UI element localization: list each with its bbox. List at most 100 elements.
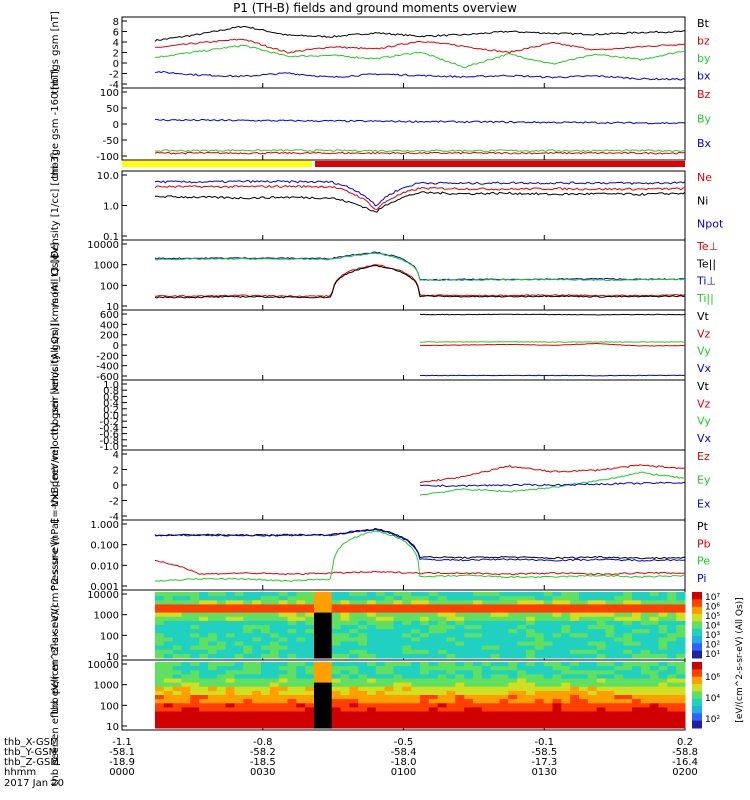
x-row-value-thb_Z-GSM: -18.5 [250, 757, 276, 768]
x-row-value-hhmm: 0030 [250, 767, 275, 778]
y-tick-label-temp: 100 [100, 281, 119, 292]
x-row-name-hhmm: hhmm [4, 767, 36, 778]
legend-density-Ni: Ni [697, 194, 708, 207]
series-line-temp-Ti⊥ [154, 251, 686, 281]
y-tick-label-fge: -100 [96, 152, 119, 163]
series-line-fgs-Bt [154, 25, 686, 42]
legend-temp-Te⊥: Te⊥ [696, 240, 718, 253]
y-tick-label-fgs: -4 [109, 80, 119, 91]
y-tick-label-temp: 10 [106, 302, 119, 313]
panel-frame-peer_vel [121, 379, 686, 451]
y-tick-label-fgs: -2 [109, 70, 119, 81]
legend-fge-By: By [697, 112, 712, 125]
x-row-value-thb_Z-GSM: -18.0 [391, 757, 417, 768]
page-title: P1 (TH-B) fields and ground moments over… [233, 1, 517, 15]
y-tick-label-peer_eflux: 10 [106, 722, 119, 733]
x-row-value-thb_Y-GSM: -58.5 [531, 747, 557, 758]
legend-density-Npot: Npot [697, 218, 724, 231]
legend-fgs-Bt: Bt [697, 17, 710, 30]
colorbar-tick-top: 10⁶ [705, 603, 720, 613]
y-tick-label-efield: 0 [113, 481, 119, 492]
x-row-name-thb_Z-GSM: thb_Z-GSM [4, 757, 59, 768]
y-tick-label-peir_vel: 600 [100, 310, 119, 321]
x-row-value-thb_Z-GSM: -17.3 [531, 757, 557, 768]
y-tick-label-fgs: 2 [113, 49, 119, 60]
x-row-value-thb_X-GSM: 0.2 [677, 737, 693, 748]
panel-frame-density [121, 170, 686, 241]
x-row-value-thb_X-GSM: -1.1 [112, 737, 132, 748]
x-row-value-hhmm: 0000 [109, 767, 134, 778]
legend-peer_vel-Vt: Vt [697, 380, 710, 393]
series-line-fgs-by [154, 44, 686, 69]
series-line-density-Ne [154, 184, 686, 210]
y-tick-label-density: 10.0 [97, 171, 119, 182]
y-axis-label-fgs: thb fgs gsm [nT] [50, 11, 61, 94]
y-tick-label-pressure: 1.000 [90, 520, 119, 531]
y-axis-label-peer_eflux: thb peer en eflux eV/(cm^2-s-sr-eV) [50, 604, 61, 785]
y-tick-label-peir_eflux: 10000 [87, 590, 119, 601]
legend-fge-Bz: Bz [697, 88, 711, 101]
panel-frame-pressure [121, 519, 686, 591]
legend-fgs-by: by [697, 52, 711, 65]
y-tick-label-efield: 4 [113, 450, 119, 461]
series-line-efield-Ey [419, 471, 686, 496]
y-tick-label-peer_eflux: 1000 [94, 681, 119, 692]
panel-frame-peir_vel [121, 309, 686, 381]
y-tick-label-peer_vel: -1.0 [99, 442, 119, 453]
y-tick-label-pressure: 0.001 [90, 582, 119, 593]
x-date-label: 2017 Jan 20 [4, 778, 64, 789]
series-line-pressure-Pe [154, 530, 686, 583]
legend-peer_vel-Vx: Vx [697, 432, 712, 445]
y-axis-label-density: Density [1/cc] [cm-3] [50, 152, 61, 258]
y-axis-label-temp: mom_t3 [eV] [50, 242, 61, 307]
y-tick-label-pressure: 0.100 [90, 541, 119, 552]
legend-pressure-Pb: Pb [697, 537, 711, 550]
x-row-value-thb_Y-GSM: -58.8 [672, 747, 698, 758]
colorbar-tick-top: 10¹ [705, 650, 720, 660]
legend-peir_vel-Vt: Vt [697, 310, 710, 323]
y-tick-label-density: 1.0 [103, 202, 119, 213]
y-tick-label-efield: -4 [109, 512, 119, 523]
legend-peir_vel-Vy: Vy [697, 345, 711, 358]
colorbar-label: [eV/(cm^2-s-sr-eV) (All Qs)] [735, 597, 745, 722]
y-tick-label-peir_eflux: 100 [100, 631, 119, 642]
y-tick-label-peer_vel: -0.2 [99, 417, 119, 428]
y-tick-label-peer_eflux: 100 [100, 701, 119, 712]
colorbar-tick-bottom: 10² [705, 715, 720, 725]
legend-efield-Ey: Ey [697, 474, 711, 487]
y-tick-label-peir_vel: 200 [100, 331, 119, 342]
series-line-peir_vel-Vz [419, 343, 686, 347]
series-line-peir_vel-Vt [419, 313, 686, 316]
colorbar-tick-bottom: 10⁶ [705, 673, 720, 683]
y-tick-label-efield: -2 [109, 497, 119, 508]
panel-frame-efield [121, 449, 686, 521]
series-line-fgs-bz [155, 38, 686, 54]
colorbar-tick-top: 10⁷ [705, 593, 720, 603]
y-tick-label-efield: 2 [113, 466, 119, 477]
legend-efield-Ex: Ex [697, 497, 711, 510]
y-axis-label-efield: E=-VxB [mV/m] [50, 446, 61, 524]
y-axis-label-peir_vel: thb peir velocity gsm [km/s (All Qs)] [50, 255, 61, 436]
series-line-peir_vel-Vx [419, 374, 685, 377]
legend-density-Ne: Ne [697, 171, 712, 184]
y-tick-label-peer_vel: 0.6 [103, 392, 119, 403]
series-line-peir_vel-Vy [419, 341, 686, 343]
y-tick-label-peir_eflux: 1000 [94, 611, 119, 622]
series-line-fge-Bz [154, 151, 686, 155]
y-axis-label-peir_eflux: thb peir en eflux eV/(cm^2-s-sr-eV) [50, 536, 61, 714]
series-line-pressure-Pi [154, 528, 686, 562]
y-tick-label-peer_vel: 0.2 [103, 405, 119, 416]
colorbar-tick-top: 10⁴ [705, 622, 720, 632]
y-tick-label-peer_eflux: 10000 [87, 660, 119, 671]
colorbar-top [692, 592, 702, 659]
y-tick-label-fge: 50 [106, 104, 119, 115]
y-tick-label-fgs: 8 [113, 17, 119, 28]
y-tick-label-peer_vel: 0.4 [103, 399, 119, 410]
x-row-value-thb_Z-GSM: -18.9 [109, 757, 135, 768]
y-tick-label-fge: 0 [113, 120, 119, 131]
heatmap-peir_eflux [155, 592, 686, 659]
legend-temp-Ti⊥: Ti⊥ [696, 275, 716, 288]
colorbar-bottom [692, 662, 702, 729]
